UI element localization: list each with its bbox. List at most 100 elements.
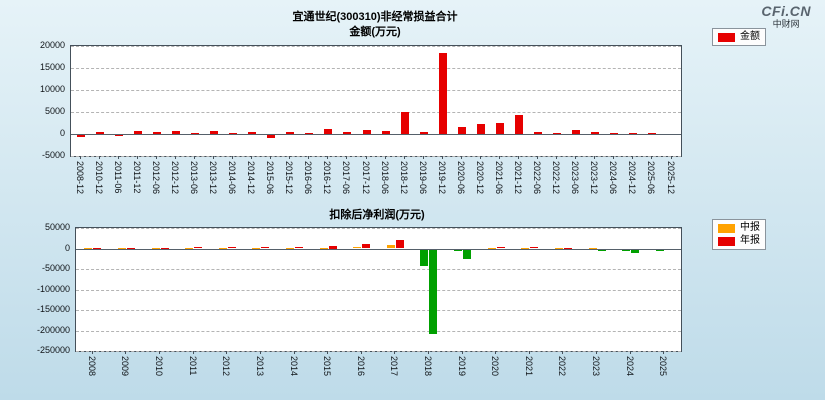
y-tick-label: 0 — [59, 128, 65, 138]
annual-legend-label: 年报 — [740, 235, 760, 246]
y-tick-label: 50000 — [44, 222, 70, 232]
y-tick-label: -5000 — [41, 150, 65, 160]
gridline — [76, 330, 681, 332]
top-chart-subtitle: 金额(万元) — [349, 26, 401, 38]
x-tick-mark — [117, 156, 119, 159]
gridline — [71, 112, 681, 113]
x-tick-label: 2025-06 — [646, 161, 657, 195]
x-tick-label: 2023 — [591, 356, 601, 377]
bar-年报-2008 — [93, 247, 102, 249]
x-tick-label: 2018-12 — [398, 161, 409, 195]
x-tick-label: 2012 — [221, 356, 232, 377]
bottom-chart-title: 扣除后净利润(万元) — [329, 209, 425, 221]
gridline — [76, 351, 681, 352]
x-tick-label: 2020-06 — [455, 161, 466, 195]
x-tick-mark — [174, 156, 176, 159]
x-tick-label: 2013-12 — [208, 161, 218, 195]
bar-中报-2025 — [655, 249, 664, 251]
x-tick-label: 2014-06 — [227, 161, 237, 195]
x-tick-mark — [427, 351, 429, 354]
x-tick-label: 2014-12 — [246, 161, 257, 195]
x-tick-label: 2013 — [254, 356, 265, 377]
bar-金额-2018-12 — [400, 112, 409, 134]
bar-中报-2015 — [319, 247, 328, 249]
x-tick-mark — [193, 156, 195, 159]
x-tick-mark — [556, 156, 558, 159]
x-tick-label: 2019-06 — [417, 161, 428, 195]
bar-金额-2010-12 — [95, 132, 104, 134]
bar-中报-2020 — [487, 247, 496, 249]
bar-中报-2010 — [151, 247, 160, 249]
x-tick-label: 2010 — [154, 356, 164, 377]
bar-金额-2021-06 — [495, 123, 504, 134]
bar-年报-2009 — [126, 247, 135, 249]
x-tick-mark — [663, 351, 665, 354]
x-tick-label: 2011 — [187, 356, 198, 376]
x-tick-label: 2012-12 — [169, 161, 180, 195]
x-tick-mark — [651, 156, 653, 159]
x-tick-label: 2022-12 — [551, 161, 562, 195]
bar-金额-2015-06 — [267, 135, 276, 138]
bottom-chart-plot — [75, 227, 682, 352]
legend-item-amount: 金额 — [718, 32, 760, 42]
x-tick-mark — [403, 156, 405, 159]
x-tick-mark — [498, 156, 500, 159]
bar-金额-2024-12 — [629, 132, 638, 134]
x-tick-mark — [79, 156, 81, 159]
bar-金额-2016-06 — [305, 132, 314, 134]
zero-line — [71, 134, 681, 135]
bar-年报-2020 — [496, 247, 505, 249]
gridline — [76, 269, 681, 270]
interim-swatch-icon — [718, 223, 735, 233]
bar-年报-2022 — [563, 247, 572, 249]
x-tick-label: 2021 — [523, 356, 534, 377]
x-tick-mark — [270, 156, 272, 159]
bar-年报-2018 — [429, 249, 438, 334]
x-tick-mark — [136, 156, 138, 159]
x-tick-mark — [394, 351, 396, 354]
bar-金额-2011-12 — [133, 130, 142, 134]
bar-中报-2012 — [218, 247, 227, 249]
bar-中报-2019 — [454, 249, 462, 251]
x-tick-mark — [259, 351, 261, 354]
bar-中报-2017 — [386, 245, 395, 249]
x-tick-mark — [213, 156, 214, 159]
bar-金额-2020-12 — [476, 124, 485, 134]
bar-年报-2016 — [362, 243, 371, 249]
bar-金额-2015-12 — [286, 132, 295, 134]
bar-金额-2020-06 — [457, 127, 466, 134]
bar-年报-2013 — [261, 246, 270, 249]
legend-item-interim: 中报 — [718, 223, 760, 233]
bar-金额-2025-06 — [648, 132, 657, 134]
x-tick-label: 2015-06 — [265, 161, 276, 195]
x-tick-mark — [159, 351, 160, 354]
gridline — [76, 310, 681, 311]
x-tick-label: 2017-12 — [360, 161, 371, 195]
bar-年报-2017 — [395, 240, 404, 249]
legend-item-annual: 年报 — [718, 236, 760, 246]
x-tick-mark — [360, 351, 362, 354]
annual-swatch-icon — [718, 236, 735, 246]
gridline — [76, 289, 681, 291]
zero-line — [76, 248, 681, 250]
bar-中报-2021 — [521, 247, 530, 249]
x-tick-mark — [308, 156, 310, 159]
x-tick-label: 2023-06 — [570, 161, 581, 195]
x-tick-label: 2016-12 — [322, 161, 333, 195]
bar-金额-2023-06 — [572, 130, 581, 134]
x-tick-mark — [528, 351, 530, 354]
x-tick-label: 2009 — [120, 356, 131, 377]
bar-金额-2024-06 — [610, 132, 619, 134]
bar-金额-2022-12 — [553, 132, 562, 134]
x-tick-label: 2020 — [490, 356, 501, 377]
x-tick-label: 2023-12 — [589, 161, 600, 195]
bar-年报-2012 — [227, 247, 236, 249]
x-tick-label: 2022 — [557, 356, 568, 377]
bar-金额-2011-06 — [114, 135, 123, 137]
y-tick-label: -200000 — [36, 324, 70, 335]
bar-金额-2018-06 — [381, 130, 390, 134]
x-tick-mark — [155, 156, 157, 159]
x-tick-mark — [537, 156, 538, 159]
x-tick-mark — [632, 156, 634, 159]
x-tick-label: 2016-06 — [303, 161, 314, 195]
